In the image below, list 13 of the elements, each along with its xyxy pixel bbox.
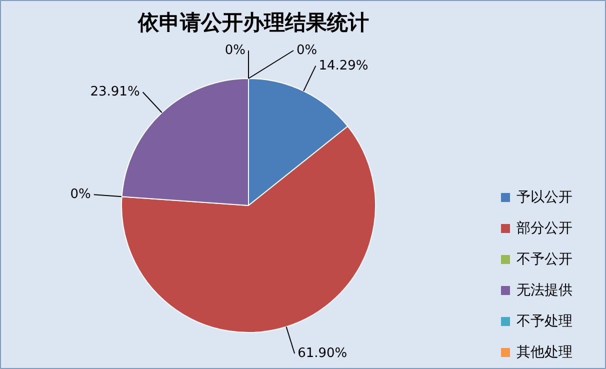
legend-label: 不予处理 xyxy=(516,314,572,330)
chart-title: 依申请公开办理结果统计 xyxy=(137,10,369,34)
legend-label: 予以公开 xyxy=(516,190,572,206)
data-label: 61.90% xyxy=(298,346,348,361)
text: 0% xyxy=(224,43,246,58)
legend-label: 其他处理 xyxy=(516,344,572,360)
text: 0% xyxy=(296,43,318,58)
legend-label: 不予公开 xyxy=(516,252,572,268)
text: 0% xyxy=(70,187,91,202)
data-label: 23.91% xyxy=(90,84,140,100)
legend-label: 部分公开 xyxy=(516,220,572,236)
legend-label: 无法提供 xyxy=(516,282,572,298)
data-label: 14.29% xyxy=(318,58,368,74)
